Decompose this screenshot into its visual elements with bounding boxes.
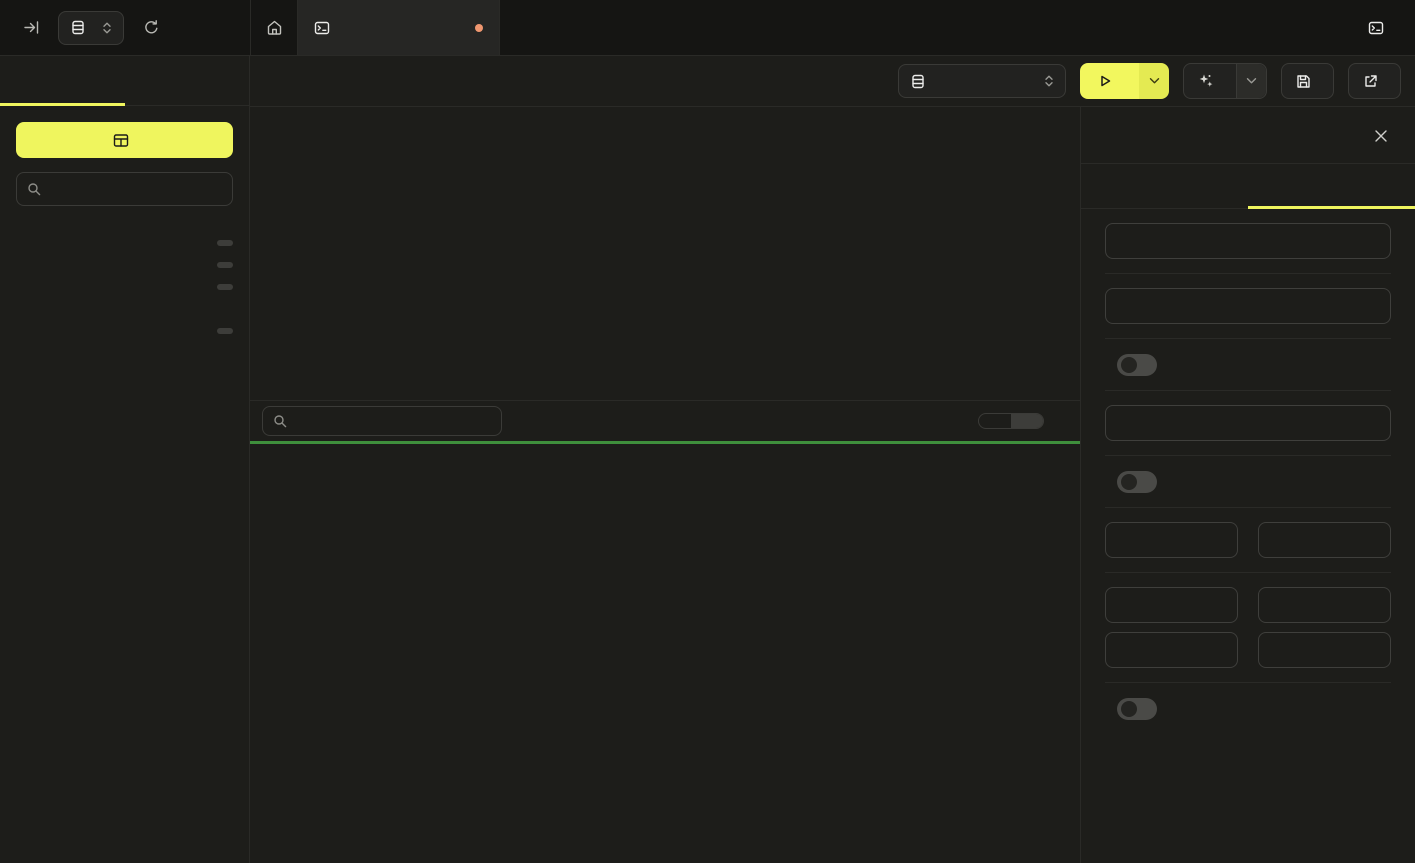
topbar-database-select[interactable] — [58, 11, 124, 45]
chart-section — [250, 444, 1080, 863]
toggle-knob — [1121, 474, 1137, 490]
xrange-row — [1105, 522, 1391, 558]
xrange-min-input[interactable] — [1105, 522, 1238, 558]
results-toolbar — [250, 400, 1080, 441]
yaxis-title-input[interactable] — [1105, 405, 1391, 441]
divider — [1105, 455, 1391, 456]
xaxis-title-input[interactable] — [1105, 288, 1391, 324]
vertical-labels-toggle[interactable] — [1117, 354, 1157, 376]
divider — [1105, 682, 1391, 683]
run-button[interactable] — [1080, 63, 1139, 99]
toggle-knob — [1121, 357, 1137, 373]
tab-advanced[interactable] — [1248, 164, 1415, 208]
sidebar-search — [16, 172, 233, 206]
xrange-max-input[interactable] — [1258, 522, 1391, 558]
chart-details-panel — [1080, 107, 1415, 863]
yrange-trip-row — [1105, 587, 1391, 623]
collapse-sidebar-icon[interactable] — [18, 15, 44, 41]
close-icon[interactable] — [1373, 128, 1391, 146]
terminal-icon — [1368, 20, 1384, 36]
engine-badge — [217, 328, 233, 334]
share-button[interactable] — [1348, 63, 1401, 99]
engine-badge — [217, 262, 233, 268]
save-button[interactable] — [1281, 63, 1334, 99]
data-labels-toggle[interactable] — [1117, 471, 1157, 493]
chart-details-header — [1081, 107, 1415, 164]
run-options-button[interactable] — [1139, 63, 1169, 99]
sidebar-tab-tables[interactable] — [0, 56, 125, 105]
view-toggle-table[interactable] — [979, 414, 1011, 428]
view-toggle-chart[interactable] — [1011, 414, 1043, 428]
subtitle-input[interactable] — [1105, 223, 1391, 259]
home-button[interactable] — [251, 0, 298, 55]
save-icon — [1296, 74, 1311, 89]
search-icon — [273, 414, 287, 428]
share-icon — [1363, 74, 1378, 89]
table-item-hackernews[interactable] — [0, 254, 249, 276]
database-icon — [71, 20, 85, 35]
main-header — [250, 56, 1415, 107]
area-chart[interactable] — [250, 444, 1080, 862]
yrange-trip-max-input[interactable] — [1258, 587, 1391, 623]
updown-chevron-icon — [1043, 74, 1055, 88]
sql-ai-options-button[interactable] — [1236, 64, 1266, 98]
home-icon — [266, 19, 283, 36]
engine-badge — [217, 240, 233, 246]
divider — [1105, 507, 1391, 508]
terminal-icon — [314, 20, 330, 36]
sparkles-icon — [1198, 73, 1214, 89]
topbar-right — [1368, 0, 1415, 55]
table-item-stocks-stream[interactable] — [0, 320, 249, 342]
unsaved-dot-icon — [475, 24, 483, 32]
divider — [1105, 390, 1391, 391]
table-item-nyc-taxi[interactable] — [0, 276, 249, 298]
view-toggle — [978, 413, 1044, 429]
show-legend-row — [1105, 698, 1391, 720]
updown-chevron-icon — [101, 21, 113, 35]
show-legend-toggle[interactable] — [1117, 698, 1157, 720]
queries-link[interactable] — [1368, 20, 1393, 36]
search-icon — [27, 182, 41, 196]
yrange-fare-row — [1105, 632, 1391, 668]
sidebar-tabs — [0, 56, 249, 106]
chart-details-tabs — [1081, 164, 1415, 209]
yrange-fare-max-input[interactable] — [1258, 632, 1391, 668]
topbar-left — [0, 0, 250, 55]
divider — [1105, 338, 1391, 339]
yrange-trip-min-input[interactable] — [1105, 587, 1238, 623]
engine-badge — [217, 284, 233, 290]
columns-list — [0, 304, 249, 308]
divider — [1105, 273, 1391, 274]
tabstrip — [250, 0, 548, 55]
query-database-select[interactable] — [898, 64, 1066, 98]
tab-general[interactable] — [1081, 164, 1248, 208]
topbar — [0, 0, 1415, 56]
sidebar-search-input[interactable] — [49, 182, 222, 197]
results-search-input[interactable] — [295, 414, 491, 429]
yrange-fare-min-input[interactable] — [1105, 632, 1238, 668]
vertical-labels-row — [1105, 354, 1391, 376]
sidebar — [0, 56, 250, 863]
sql-editor[interactable] — [250, 107, 1080, 400]
new-tab-button[interactable] — [500, 0, 548, 55]
play-icon — [1098, 74, 1112, 88]
run-button-group — [1080, 63, 1169, 99]
table-icon — [113, 133, 129, 148]
divider — [1105, 572, 1391, 573]
sql-ai-button[interactable] — [1183, 63, 1267, 99]
query-tab[interactable] — [298, 0, 500, 55]
table-item-cell-towers[interactable] — [0, 232, 249, 254]
results-search — [262, 406, 502, 436]
toggle-knob — [1121, 701, 1137, 717]
new-table-button[interactable] — [16, 122, 233, 158]
sidebar-tab-queries[interactable] — [125, 56, 250, 105]
data-labels-row — [1105, 471, 1391, 493]
refresh-icon[interactable] — [138, 15, 164, 41]
database-icon — [911, 74, 925, 89]
